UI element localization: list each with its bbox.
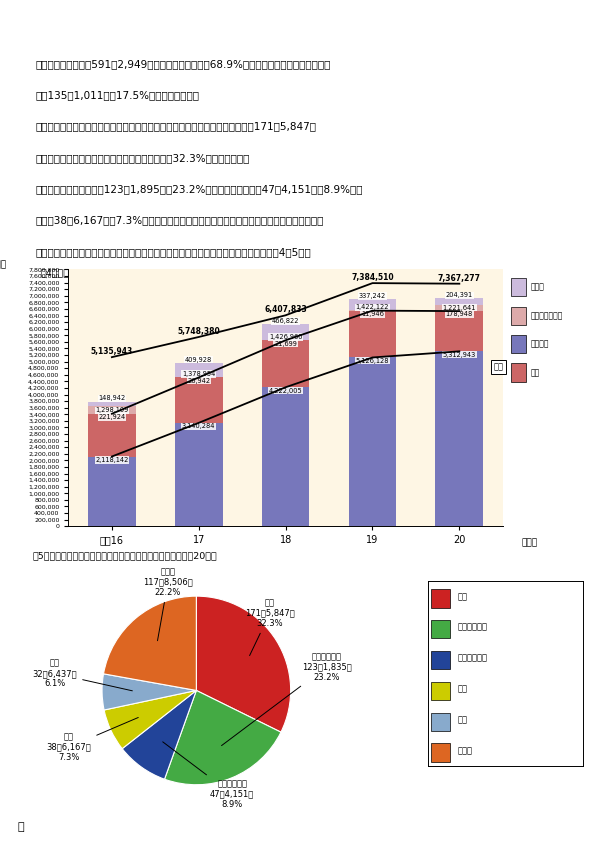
Bar: [88, 407, 136, 413]
Text: 2,118,142: 2,118,142: [95, 457, 129, 463]
Text: 5,748,380: 5,748,380: [177, 328, 220, 336]
Bar: [175, 423, 223, 526]
Bar: [88, 402, 136, 407]
Bar: [175, 376, 223, 377]
Text: 以下，中国（台湾）の123万1,895人（23.2%），中国（香港）の47万4,151人（8.9%），: 以下，中国（台湾）の123万1,895人（23.2%），中国（香港）の47万4,…: [36, 184, 363, 195]
Text: 221,924: 221,924: [98, 414, 126, 420]
Bar: [175, 363, 223, 376]
Wedge shape: [164, 690, 281, 785]
Bar: [262, 324, 309, 339]
Wedge shape: [102, 674, 196, 710]
Bar: [431, 651, 450, 669]
Text: 中国
38万6,167人
7.3%: 中国 38万6,167人 7.3%: [46, 717, 138, 762]
Wedge shape: [104, 690, 196, 749]
Text: 21,699: 21,699: [274, 340, 297, 347]
Text: 11,946: 11,946: [361, 311, 384, 317]
Text: 178,948: 178,948: [446, 312, 473, 317]
Text: 4,222,005: 4,222,005: [269, 387, 302, 393]
Text: その他: その他: [531, 283, 544, 292]
Wedge shape: [104, 596, 196, 690]
Text: 1,422,122: 1,422,122: [356, 304, 389, 311]
Text: 5,312,943: 5,312,943: [443, 352, 476, 358]
Text: 6,407,833: 6,407,833: [264, 306, 307, 314]
Text: 148,942: 148,942: [98, 395, 126, 402]
Text: 5,126,128: 5,126,128: [356, 358, 389, 364]
Text: 中国（台湾）: 中国（台湾）: [458, 623, 488, 632]
Text: 1,426,960: 1,426,960: [269, 334, 302, 340]
Bar: [431, 743, 450, 762]
Text: 商用: 商用: [531, 368, 540, 377]
Text: 図4　「短期滞在」の在留資格による目的別新規入国者数の推移: 図4 「短期滞在」の在留資格による目的別新規入国者数の推移: [40, 268, 208, 277]
Bar: [431, 620, 450, 638]
Text: 1,378,954: 1,378,954: [182, 371, 215, 377]
Text: 7,367,277: 7,367,277: [438, 274, 481, 283]
Text: 観光: 観光: [494, 362, 503, 371]
Bar: [349, 358, 396, 526]
Text: 米国
32万6,437人
6.1%: 米国 32万6,437人 6.1%: [33, 658, 132, 690]
Text: その他
117万8,506人
22.2%: その他 117万8,506人 22.2%: [143, 568, 193, 641]
Text: 韓国: 韓国: [458, 592, 468, 601]
Text: （年）: （年）: [522, 539, 538, 547]
FancyBboxPatch shape: [511, 364, 526, 381]
Text: 204,391: 204,391: [446, 292, 473, 298]
Text: 409,928: 409,928: [185, 357, 212, 363]
Text: ６: ６: [18, 822, 24, 832]
Text: 目的とした外国人は591万2,949人で新規入国者全体の68.9%を占め，商用を目的とした外国: 目的とした外国人は591万2,949人で新規入国者全体の68.9%を占め，商用を…: [36, 59, 331, 69]
Text: 観光旅行: 観光旅行: [531, 339, 549, 349]
Text: （人）: （人）: [0, 260, 7, 269]
Bar: [436, 305, 483, 311]
Bar: [431, 712, 450, 731]
FancyBboxPatch shape: [511, 335, 526, 354]
Text: 466,822: 466,822: [272, 318, 299, 324]
Bar: [436, 298, 483, 305]
Text: 超えており，今後もこれらの観光客の誦致が積極的に行われていくものと思われる（図4，5）。: 超えており，今後もこれらの観光客の誦致が積極的に行われていくものと思われる（図4…: [36, 247, 311, 257]
FancyBboxPatch shape: [511, 306, 526, 325]
Bar: [436, 311, 483, 351]
Bar: [88, 413, 136, 456]
Text: 中国（香港）: 中国（香港）: [458, 653, 488, 663]
Text: 人が135万1,011人（17.5%）と続いている。: 人が135万1,011人（17.5%）と続いている。: [36, 90, 200, 100]
Bar: [431, 682, 450, 701]
Text: 337,242: 337,242: [359, 293, 386, 299]
Text: 観光を目的とした新規入国者数について国籍（出身地）別に見ると，韓国が171万5,847人: 観光を目的とした新規入国者数について国籍（出身地）別に見ると，韓国が171万5,…: [36, 121, 317, 131]
Wedge shape: [122, 690, 196, 779]
Text: 文化・学術活動: 文化・学術活動: [531, 312, 563, 320]
Text: 図5　観光を目的とした国籍（出身地）別新規入国者数（平成20年）: 図5 観光を目的とした国籍（出身地）別新規入国者数（平成20年）: [32, 552, 217, 561]
Text: 5,135,943: 5,135,943: [90, 348, 133, 356]
Text: 米国: 米国: [458, 716, 468, 724]
Bar: [262, 340, 309, 387]
Text: 7,384,510: 7,384,510: [351, 274, 394, 282]
Bar: [349, 299, 396, 310]
Text: 1,221,641: 1,221,641: [443, 305, 476, 311]
Text: 韓国
171万5,847人
32.3%: 韓国 171万5,847人 32.3%: [245, 598, 295, 656]
Text: 26,942: 26,942: [187, 378, 210, 384]
Bar: [88, 456, 136, 526]
FancyBboxPatch shape: [511, 278, 526, 296]
Bar: [431, 589, 450, 608]
Wedge shape: [196, 596, 290, 733]
Text: 1,298,109: 1,298,109: [95, 408, 129, 413]
Text: 第1部: 第1部: [39, 38, 59, 48]
Text: 中国（台湾）
123万1,835人
23.2%: 中国（台湾） 123万1,835人 23.2%: [221, 652, 352, 746]
Text: その他: その他: [458, 746, 473, 755]
Text: 3,140,284: 3,140,284: [182, 424, 215, 429]
Bar: [175, 377, 223, 423]
Text: 中国: 中国: [458, 685, 468, 694]
Bar: [349, 311, 396, 358]
Text: 中国の38万6,167人（7.3%）の順となっている。韓国，中国（台湾）からの観光客で５割を: 中国の38万6,167人（7.3%）の順となっている。韓国，中国（台湾）からの観…: [36, 216, 324, 226]
Text: 中国（香港）
47万4,151人
8.9%: 中国（香港） 47万4,151人 8.9%: [162, 742, 254, 809]
Text: で最も多く，観光を目的とした新規入国者全体の32.3%を占めている。: で最も多く，観光を目的とした新規入国者全体の32.3%を占めている。: [36, 153, 250, 163]
Bar: [436, 351, 483, 526]
Bar: [262, 387, 309, 526]
